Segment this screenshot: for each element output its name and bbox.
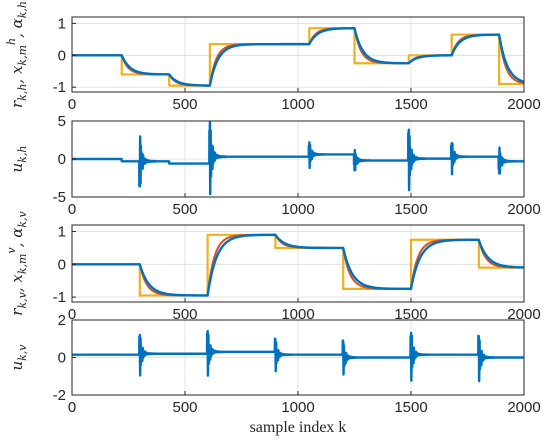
x-tick-label: 1000 (281, 201, 314, 218)
y-tick-label: 2 (58, 312, 66, 329)
y-tick-label: -1 (53, 289, 66, 306)
x-tick-label: 1000 (281, 399, 314, 416)
series-output-line (72, 27, 524, 87)
x-tick-label: 1500 (394, 306, 427, 323)
x-tick-label: 1500 (394, 96, 427, 113)
y-tick-label: 5 (58, 113, 66, 130)
x-tick-label: 2000 (507, 96, 540, 113)
x-tick-label: 0 (68, 399, 76, 416)
y-axis-label: rk,h, xk,mh, αk,h (5, 1, 29, 108)
x-tick-label: 500 (172, 201, 197, 218)
series-output-line (72, 233, 524, 297)
series-input-line (72, 329, 524, 383)
y-tick-label: -1 (53, 79, 66, 96)
series-input-line (72, 121, 524, 196)
x-tick-label: 500 (172, 306, 197, 323)
y-tick-label: 0 (58, 350, 66, 367)
x-tick-label: 2000 (507, 306, 540, 323)
x-tick-label: 500 (172, 96, 197, 113)
y-tick-label: 1 (58, 224, 66, 241)
x-tick-label: 2000 (507, 201, 540, 218)
y-tick-label: 1 (58, 15, 66, 32)
x-tick-label: 500 (172, 399, 197, 416)
x-tick-label: 0 (68, 201, 76, 218)
x-tick-label: 1000 (281, 96, 314, 113)
x-tick-label: 0 (68, 306, 76, 323)
x-tick-label: 1500 (394, 399, 427, 416)
x-tick-label: 2000 (507, 399, 540, 416)
y-axis-label: uk,v (8, 344, 29, 371)
x-tick-label: 1000 (281, 306, 314, 323)
y-axis-label: rk,v, xk,mv, αk,v (5, 211, 29, 316)
y-tick-label: -2 (53, 387, 66, 404)
x-tick-label: 0 (68, 96, 76, 113)
x-tick-label: 1500 (394, 201, 427, 218)
y-axis-label: uk,h (8, 146, 29, 173)
y-tick-label: 0 (58, 47, 66, 64)
x-axis-label: sample index k (250, 419, 347, 436)
y-tick-label: -5 (53, 189, 66, 206)
y-tick-label: 0 (58, 256, 66, 273)
y-tick-label: 0 (58, 151, 66, 168)
